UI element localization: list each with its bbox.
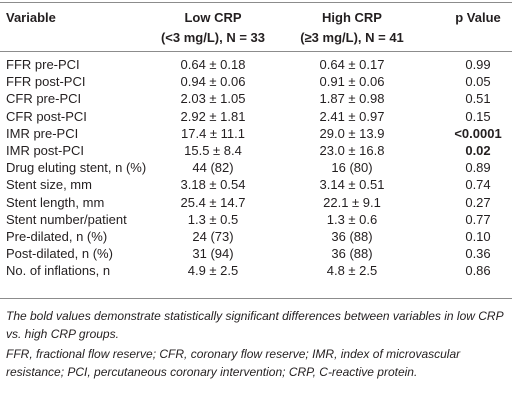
- table-cell: 4.8 ± 2.5: [326, 263, 378, 279]
- table-cell: 3.18 ± 0.54: [180, 177, 246, 193]
- table-cell: 0.91 ± 0.06: [319, 74, 385, 90]
- table-cell: 0.64 ± 0.17: [319, 57, 385, 72]
- table-cell: 2.03 ± 1.05: [180, 91, 246, 107]
- table-cell: 23.0 ± 16.8: [319, 143, 385, 158]
- row-label: Drug eluting stent, n (%): [6, 160, 147, 176]
- table-cell: 31 (94): [192, 246, 234, 262]
- bottom-rule: [0, 298, 512, 299]
- table-cell: 0.64 ± 0.18: [180, 57, 246, 72]
- table-cell: 17.4 ± 11.1: [181, 125, 245, 141]
- row-label: Stent number/patient: [6, 211, 127, 227]
- header-cell: (<3 mg/L), N = 33: [160, 30, 266, 45]
- row-label: IMR post-PCI: [6, 143, 85, 158]
- p-value: 0.77: [465, 211, 491, 227]
- table-cell: 36 (88): [331, 229, 373, 244]
- table-cell: 36 (88): [331, 246, 373, 262]
- p-value: 0.99: [465, 57, 491, 72]
- row-label: Stent length, mm: [6, 194, 105, 210]
- table-cell: 1.87 ± 0.98: [319, 91, 385, 107]
- table-cell: 1.3 ± 0.5: [187, 211, 239, 227]
- row-label: No. of inflations, n: [6, 263, 111, 279]
- p-value: 0.36: [465, 246, 491, 262]
- p-value: 0.27: [465, 194, 491, 210]
- row-label: CFR post-PCI: [6, 108, 87, 124]
- table-cell: 24 (73): [192, 229, 234, 244]
- p-value: 0.15: [465, 108, 491, 124]
- header-cell: Low CRP: [184, 10, 242, 25]
- row-label: Post-dilated, n (%): [6, 246, 113, 262]
- table-cell: 0.94 ± 0.06: [180, 74, 246, 90]
- row-label: FFR pre-PCI: [6, 57, 80, 72]
- p-value: 0.02: [465, 143, 491, 158]
- table-cell: 4.9 ± 2.5: [187, 263, 239, 279]
- p-value: 0.51: [465, 91, 491, 107]
- header-cell: p Value: [455, 10, 501, 25]
- p-value: 0.05: [465, 74, 491, 90]
- header-cell: (≥3 mg/L), N = 41: [300, 30, 404, 45]
- row-label: FFR post-PCI: [6, 74, 86, 90]
- table-cell: 16 (80): [331, 160, 373, 176]
- footnote: FFR, fractional flow reserve; CFR, coron…: [6, 347, 461, 379]
- p-value: 0.86: [465, 263, 491, 279]
- row-label: IMR pre-PCI: [6, 125, 79, 141]
- p-value: 0.89: [465, 160, 491, 176]
- footnote: The bold values demonstrate statisticall…: [6, 309, 504, 341]
- header-cell: High CRP: [322, 10, 382, 25]
- table-cell: 2.41 ± 0.97: [319, 108, 385, 124]
- table-cell: 1.3 ± 0.6: [326, 211, 378, 227]
- top-rule: [0, 2, 512, 3]
- p-value: 0.74: [465, 177, 491, 193]
- row-label: Pre-dilated, n (%): [6, 229, 108, 244]
- table-cell: 22.1 ± 9.1: [323, 194, 381, 210]
- header-rule: [0, 51, 512, 52]
- footnotes: The bold values demonstrate statisticall…: [6, 307, 506, 383]
- p-value: <0.0001: [454, 125, 502, 141]
- table-cell: 2.92 ± 1.81: [180, 108, 246, 124]
- row-label: Stent size, mm: [6, 177, 92, 193]
- table-cell: 25.4 ± 14.7: [180, 194, 246, 210]
- table-cell: 44 (82): [192, 160, 234, 176]
- table-cell: 3.14 ± 0.51: [319, 177, 385, 193]
- p-value: 0.10: [465, 229, 491, 244]
- header-cell: Variable: [6, 10, 56, 25]
- row-label: CFR pre-PCI: [6, 91, 82, 107]
- table-cell: 15.5 ± 8.4: [184, 143, 242, 158]
- table-cell: 29.0 ± 13.9: [319, 125, 385, 141]
